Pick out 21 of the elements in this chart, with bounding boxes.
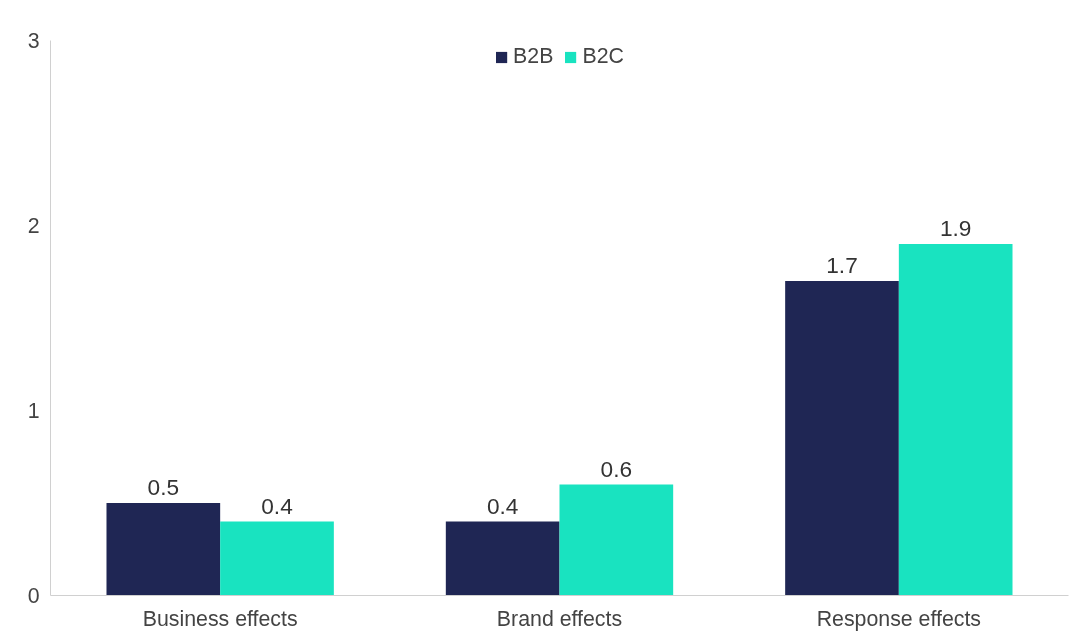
x-tick-label: Response effects bbox=[816, 606, 982, 631]
y-tick-label: 2 bbox=[27, 214, 40, 238]
x-tick-label: Business effects bbox=[142, 606, 298, 631]
data-label: 0.6 bbox=[600, 455, 633, 482]
bar bbox=[785, 281, 899, 596]
bar bbox=[559, 484, 674, 596]
bar bbox=[220, 521, 334, 596]
y-tick-label: 1 bbox=[27, 399, 40, 423]
x-tick-label: Brand effects bbox=[496, 606, 623, 631]
legend-label: B2C bbox=[582, 44, 624, 69]
y-tick-label: 3 bbox=[27, 29, 40, 53]
bar bbox=[898, 244, 1013, 596]
data-label: 0.4 bbox=[486, 492, 519, 519]
legend-label: B2B bbox=[513, 44, 554, 69]
data-label: 0.5 bbox=[147, 474, 180, 500]
data-label: 1.9 bbox=[939, 215, 972, 241]
bar bbox=[106, 503, 221, 596]
data-label: 1.7 bbox=[826, 252, 858, 278]
bar bbox=[445, 521, 560, 596]
y-tick-label: 0 bbox=[27, 584, 40, 608]
data-label: 0.4 bbox=[261, 492, 293, 519]
